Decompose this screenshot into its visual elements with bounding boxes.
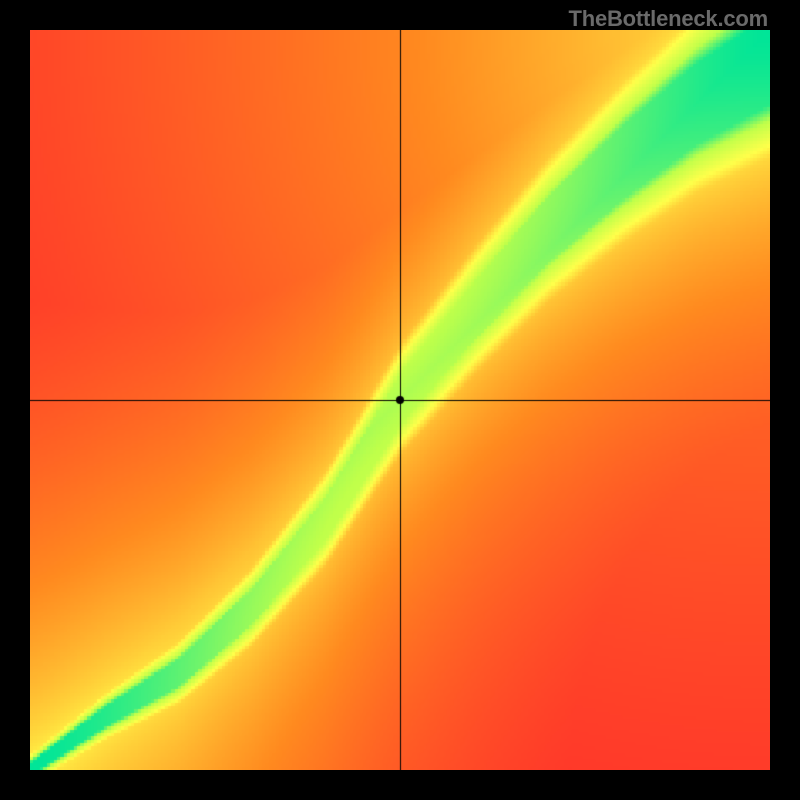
watermark-text: TheBottleneck.com — [568, 6, 768, 32]
chart-frame: TheBottleneck.com — [0, 0, 800, 800]
heatmap-canvas — [30, 30, 770, 770]
heatmap-plot — [30, 30, 770, 770]
